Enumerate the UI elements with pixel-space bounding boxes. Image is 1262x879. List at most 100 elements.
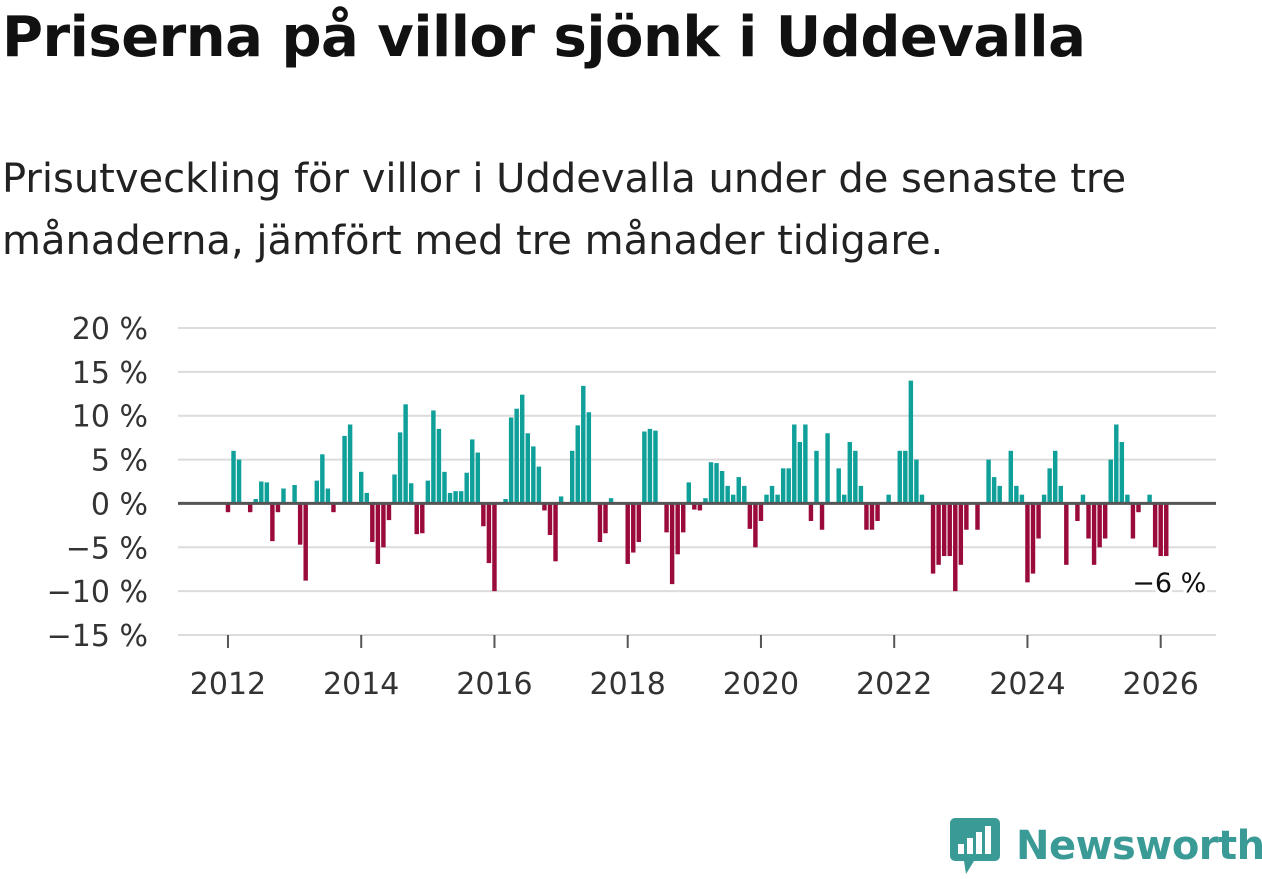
last-value-annotation: −6 % xyxy=(1129,565,1209,602)
bar xyxy=(558,496,564,504)
bar xyxy=(858,485,864,504)
bar xyxy=(792,424,797,504)
x-tick-label: 2016 xyxy=(456,667,532,702)
bar xyxy=(642,431,647,504)
bar xyxy=(964,503,969,530)
bar xyxy=(1097,503,1102,548)
bar xyxy=(370,503,375,543)
x-tick-label: 2022 xyxy=(856,667,932,702)
bar xyxy=(1147,494,1152,504)
bar xyxy=(259,481,264,504)
bar xyxy=(597,503,603,543)
bar xyxy=(847,442,853,504)
bar xyxy=(631,503,636,553)
bar xyxy=(253,499,258,504)
bar xyxy=(358,471,364,504)
bar xyxy=(1052,450,1058,504)
bar xyxy=(453,491,458,504)
bar xyxy=(386,503,392,521)
chart-title: Priserna på villor sjönk i Uddevalla xyxy=(2,5,1086,70)
bar xyxy=(758,503,764,521)
bar xyxy=(725,485,730,504)
bar xyxy=(292,485,297,504)
bar xyxy=(581,385,586,504)
bar xyxy=(958,503,964,565)
bar-chart: 20 %15 %10 %5 %0 %−5 %−10 %−15 % 2012 201… xyxy=(47,312,1216,702)
bar xyxy=(503,499,508,504)
y-tick-label: 0 % xyxy=(91,487,148,522)
bar xyxy=(247,503,253,513)
bar xyxy=(997,485,1002,504)
bar xyxy=(1136,503,1141,513)
bar xyxy=(1152,503,1158,548)
bar xyxy=(753,503,758,548)
bar xyxy=(420,503,425,534)
bar xyxy=(814,450,819,504)
bar xyxy=(875,503,880,521)
bar xyxy=(320,454,325,504)
bar xyxy=(1130,503,1136,539)
bar xyxy=(575,425,580,504)
bar xyxy=(1158,503,1163,557)
bar xyxy=(347,424,353,504)
bar xyxy=(1047,468,1052,504)
bar xyxy=(730,494,736,504)
bar xyxy=(780,468,786,504)
bar xyxy=(442,471,447,504)
bar xyxy=(836,468,841,504)
bar xyxy=(1064,503,1069,565)
bar xyxy=(547,503,553,536)
y-tick-label: −5 % xyxy=(66,531,148,566)
bar xyxy=(625,503,630,564)
bar xyxy=(1041,494,1047,504)
y-tick-label: 10 % xyxy=(72,400,148,435)
bar xyxy=(914,459,919,504)
x-axis: 2012 2014 2016 2018 2020 2022 2024 2026 xyxy=(190,635,1199,702)
x-tick-label: 2026 xyxy=(1123,667,1199,702)
bar xyxy=(236,459,242,504)
bar xyxy=(919,494,925,504)
bar xyxy=(458,491,464,504)
bar xyxy=(603,503,608,534)
bar xyxy=(231,450,236,504)
bar xyxy=(475,452,481,504)
bar xyxy=(897,450,902,504)
bar xyxy=(1019,494,1025,504)
bar xyxy=(608,498,614,504)
bar xyxy=(381,503,386,548)
bar xyxy=(536,466,542,504)
bar xyxy=(486,503,492,564)
bar xyxy=(636,503,642,543)
bar xyxy=(464,472,469,504)
bar xyxy=(947,503,952,557)
bar xyxy=(719,470,725,504)
bar xyxy=(403,404,408,504)
bar xyxy=(1075,503,1080,521)
x-tick-label: 2024 xyxy=(989,667,1065,702)
bar xyxy=(264,482,270,504)
bar xyxy=(281,488,286,504)
bar xyxy=(1102,503,1108,539)
bar xyxy=(1114,424,1119,504)
bar xyxy=(797,442,803,504)
bar-chart-speech-bubble-icon xyxy=(950,818,1000,874)
gridlines xyxy=(178,327,1216,636)
bar xyxy=(869,503,875,530)
bar xyxy=(675,503,680,555)
bar xyxy=(825,433,830,504)
bar xyxy=(1025,503,1030,583)
bar xyxy=(903,450,908,504)
bar xyxy=(1164,503,1169,557)
bar xyxy=(225,503,231,513)
bar xyxy=(364,492,369,504)
bar xyxy=(270,503,275,542)
bar xyxy=(325,488,331,504)
bar xyxy=(941,503,947,557)
bar xyxy=(1058,485,1063,504)
bar xyxy=(819,503,825,530)
bar xyxy=(1080,494,1086,504)
bar xyxy=(986,459,991,504)
bar xyxy=(647,428,653,504)
bar xyxy=(297,503,303,545)
bar xyxy=(975,503,980,530)
